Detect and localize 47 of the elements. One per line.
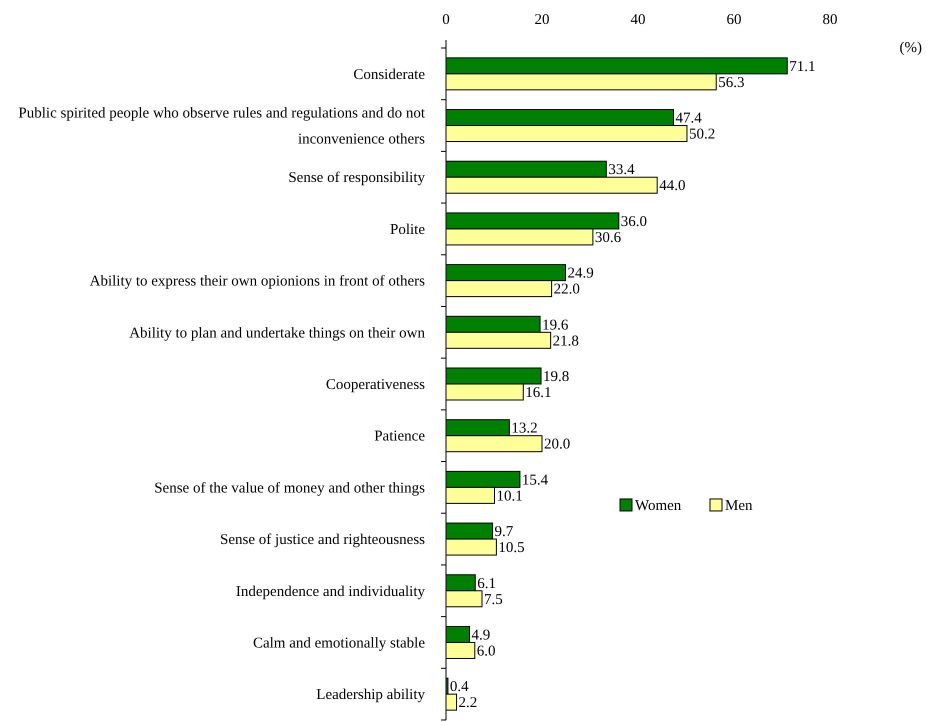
data-label: 4.9 bbox=[472, 627, 490, 644]
data-label: 22.0 bbox=[554, 282, 580, 298]
y-tick-label: Ability to plan and undertake things on their own bbox=[129, 325, 426, 342]
data-label: 6.1 bbox=[477, 576, 496, 592]
y-tick-label: Calm and emotionally stable bbox=[252, 635, 426, 652]
data-label: 44.0 bbox=[659, 178, 686, 194]
y-tick-label: Cooperativeness bbox=[326, 377, 426, 393]
y-tick-label: Polite bbox=[390, 222, 426, 238]
data-label: 2.2 bbox=[458, 695, 478, 712]
x-tick-label: 20 bbox=[534, 12, 550, 28]
legend-label: Women bbox=[635, 498, 682, 514]
data-label: 16.1 bbox=[525, 385, 552, 401]
y-tick-label: Leadership ability bbox=[316, 687, 426, 704]
data-label: 7.5 bbox=[484, 592, 503, 608]
data-label: 9.7 bbox=[494, 524, 514, 540]
data-label: 6.0 bbox=[476, 643, 496, 660]
data-label: 24.9 bbox=[568, 266, 594, 282]
data-label: 0.4 bbox=[450, 679, 470, 696]
data-label: 33.4 bbox=[608, 162, 636, 178]
data-label: 19.6 bbox=[542, 317, 569, 334]
data-label: 13.2 bbox=[511, 420, 538, 437]
data-label: 15.4 bbox=[522, 472, 549, 488]
data-label: 10.1 bbox=[496, 488, 523, 504]
data-label: 19.8 bbox=[543, 369, 570, 385]
y-tick-label: Independence and individuality bbox=[236, 584, 426, 600]
data-label: 56.3 bbox=[718, 74, 744, 91]
x-tick-label: 60 bbox=[726, 12, 742, 28]
y-tick-label: Public spirited people who observe rules and regulations and do not inconvenience others bbox=[18, 106, 426, 148]
data-label: 50.2 bbox=[688, 126, 716, 143]
x-tick-label: 0 bbox=[442, 12, 450, 28]
data-label: 47.4 bbox=[676, 110, 702, 127]
data-label: 71.1 bbox=[789, 58, 816, 75]
y-tick-label: Considerate bbox=[353, 66, 426, 83]
x-axis-title: (%) bbox=[900, 40, 922, 56]
y-tick-label: Sense of the value of money and other things bbox=[154, 480, 426, 496]
x-tick-label: 80 bbox=[822, 12, 838, 28]
data-label: 21.8 bbox=[552, 333, 579, 350]
data-label: 20.0 bbox=[544, 436, 570, 453]
data-label: 10.5 bbox=[498, 540, 525, 556]
legend-label: Men bbox=[725, 498, 753, 514]
x-tick-label: 40 bbox=[630, 12, 646, 28]
data-label: 36.0 bbox=[620, 214, 648, 230]
y-tick-label: Patience bbox=[374, 428, 426, 445]
y-tick-label: Sense of responsibility bbox=[288, 170, 426, 186]
y-tick-label: Ability to express their own opionions in front of others bbox=[90, 274, 426, 290]
y-tick-label: Sense of justice and righteousness bbox=[220, 532, 426, 548]
data-label: 30.6 bbox=[594, 230, 622, 246]
